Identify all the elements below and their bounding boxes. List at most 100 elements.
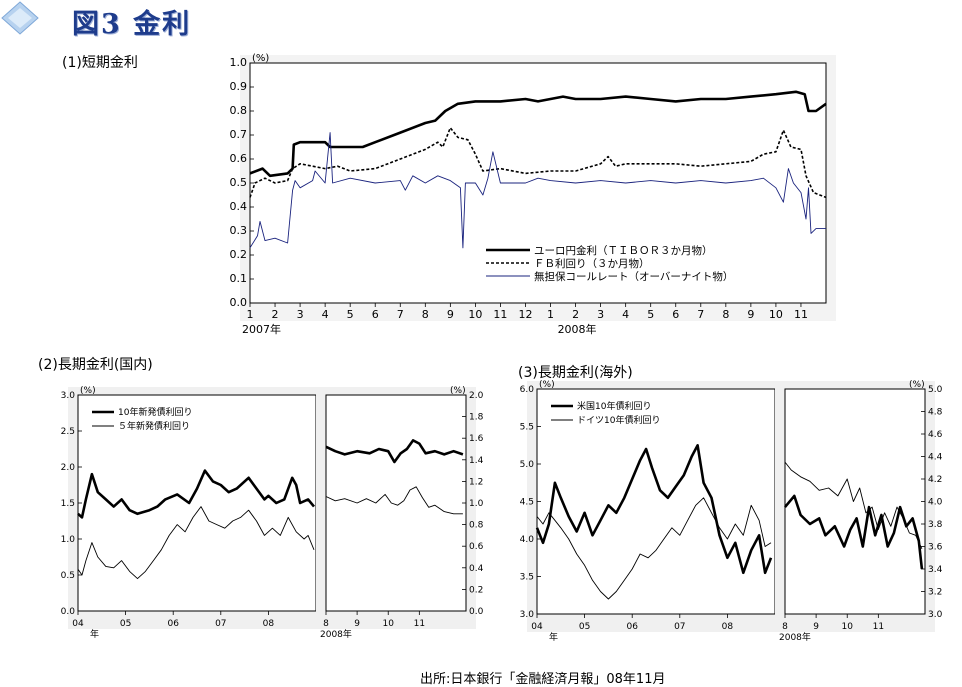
overseas-chart-right-year-label: 2008年 bbox=[779, 631, 811, 643]
overseas-chart-right-frame bbox=[784, 388, 926, 615]
short-chart-xtick-label: 5 bbox=[347, 308, 354, 321]
domestic-chart-right-ytick-label: 1.0 bbox=[469, 499, 484, 509]
domestic-chart-left-series-line bbox=[77, 469, 316, 519]
domestic-chart-right-ytick-label: 1.8 bbox=[469, 413, 484, 423]
short-chart-ytick-label: 0.1 bbox=[230, 272, 248, 285]
short-chart-xtick-label: 6 bbox=[372, 308, 379, 321]
domestic-chart-legend-label: ５年新発債利回り bbox=[118, 420, 190, 432]
domestic-chart-legend-label: 10年新発債利回り bbox=[118, 406, 192, 418]
overseas-chart-right-ytick-label: 3.6 bbox=[928, 543, 943, 553]
domestic-chart-left-xtick-label: 05 bbox=[120, 619, 131, 629]
short-chart-xtick-label: 11 bbox=[794, 308, 808, 321]
domestic-chart-right-series-line bbox=[325, 439, 464, 464]
domestic-chart-left-xtick-label: 07 bbox=[215, 619, 226, 629]
domestic-chart-left-ytick-label: 3.0 bbox=[61, 391, 76, 401]
domestic-chart-left-ytick-label: 2.0 bbox=[61, 463, 76, 473]
domestic-chart-right-ytick-label: 0.6 bbox=[469, 542, 484, 552]
overseas-chart-left-series-line bbox=[536, 497, 772, 600]
domestic-chart-right-year-label: 2008年 bbox=[320, 628, 352, 640]
overseas-chart-right-ytick-label: 4.6 bbox=[928, 430, 943, 440]
short-chart-xtick-label: 2 bbox=[572, 308, 579, 321]
domestic-chart-left-year-label: 年 bbox=[90, 628, 99, 640]
overseas-chart-left-ytick-label: 3.0 bbox=[520, 610, 535, 620]
short-chart-ytick-label: 0.6 bbox=[230, 152, 248, 165]
domestic-chart-right-ytick-label: 0.8 bbox=[469, 521, 484, 531]
overseas-chart-left-xtick-label: 06 bbox=[626, 622, 638, 632]
short-chart-ytick-label: 0.8 bbox=[230, 104, 248, 117]
overseas-chart-right-ytick-label: 4.4 bbox=[928, 453, 943, 463]
overseas-chart-right-unit: (%) bbox=[909, 380, 925, 390]
short-chart-series-line bbox=[249, 132, 826, 249]
domestic-chart-left-unit: (%) bbox=[80, 386, 96, 396]
overseas-chart-right-ytick-label: 3.4 bbox=[928, 565, 943, 575]
domestic-chart-right-xtick-label: 11 bbox=[414, 619, 425, 629]
domestic-chart-left-ytick-label: 2.5 bbox=[61, 427, 75, 437]
domestic-chart-left-series-line bbox=[77, 506, 315, 580]
short-chart-xtick-label: 1 bbox=[247, 308, 254, 321]
domestic-chart-right-ytick-label: 0.0 bbox=[469, 607, 484, 617]
overseas-chart-left-ytick-label: 6.0 bbox=[520, 385, 535, 395]
overseas-chart-right-xtick-label: 10 bbox=[841, 622, 853, 632]
short-chart-xtick-label: 3 bbox=[597, 308, 604, 321]
overseas-chart-left-ytick-label: 4.0 bbox=[520, 535, 535, 545]
domestic-chart-left-xtick-label: 08 bbox=[263, 619, 275, 629]
short-chart-legend-label: ＦＢ利回り（３か月物） bbox=[534, 257, 650, 270]
short-chart-xtick-label: 1 bbox=[547, 308, 554, 321]
overseas-chart-left-xtick-label: 07 bbox=[674, 622, 685, 632]
short-chart-unit: (%) bbox=[252, 53, 269, 64]
overseas-chart-legend-label: 米国10年債利回り bbox=[577, 400, 651, 412]
short-chart-ytick-label: 0.9 bbox=[230, 80, 248, 93]
short-chart-xtick-label: 7 bbox=[397, 308, 404, 321]
short-chart-xtick-label: 4 bbox=[322, 308, 329, 321]
short-chart-xtick-label: 7 bbox=[697, 308, 704, 321]
overseas-chart-right-xtick-label: 11 bbox=[873, 622, 884, 632]
overseas-chart-left-xtick-label: 04 bbox=[531, 622, 543, 632]
page-title: 図3 金利 bbox=[72, 9, 192, 40]
short-chart-ytick-label: 0.5 bbox=[230, 176, 248, 189]
short-chart-legend-label: 無担保コールレート（オーバーナイト物） bbox=[534, 270, 733, 283]
domestic-chart-right-unit: (%) bbox=[450, 386, 466, 396]
domestic-chart-right-ytick-label: 1.6 bbox=[469, 434, 484, 444]
short-chart-xtick-label: 5 bbox=[647, 308, 654, 321]
domestic-chart-right-xtick-label: 8 bbox=[323, 619, 329, 629]
short-chart-ytick-label: 0.7 bbox=[230, 128, 248, 141]
short-chart-xtick-label: 10 bbox=[468, 308, 482, 321]
domestic-chart-left-frame bbox=[77, 394, 317, 612]
short-chart-ytick-label: 0.3 bbox=[230, 224, 248, 237]
short-chart-xtick-label: 9 bbox=[447, 308, 454, 321]
short-chart-legend-label: ユーロ円金利（ＴＩＢＯＲ３か月物） bbox=[534, 244, 713, 257]
short-chart-ytick-label: 0.2 bbox=[230, 248, 248, 261]
short-chart-xtick-label: 2 bbox=[272, 308, 279, 321]
domestic-chart-right-ytick-label: 2.0 bbox=[469, 391, 484, 401]
domestic-chart-right-xtick-label: 10 bbox=[382, 619, 394, 629]
overseas-chart-right-ytick-label: 3.8 bbox=[928, 520, 943, 530]
short-chart-year-label: 2008年 bbox=[558, 322, 597, 336]
domestic-chart-right-ytick-label: 0.4 bbox=[469, 564, 484, 574]
short-chart-xtick-label: 4 bbox=[622, 308, 629, 321]
overseas-chart-right-series-line bbox=[784, 461, 923, 549]
short-chart-year-label: 2007年 bbox=[242, 322, 281, 336]
domestic-chart-left-xtick-label: 06 bbox=[167, 619, 179, 629]
domestic-chart-right-xtick-label: 9 bbox=[354, 619, 360, 629]
short-chart-xtick-label: 8 bbox=[422, 308, 429, 321]
overseas-chart-right-ytick-label: 3.2 bbox=[928, 588, 942, 598]
short-chart-series-line bbox=[249, 90, 827, 178]
short-chart-xtick-label: 6 bbox=[672, 308, 679, 321]
domestic-chart-right-series-line bbox=[325, 486, 463, 515]
overseas-chart-left-ytick-label: 4.5 bbox=[520, 498, 534, 508]
overseas-chart-left-ytick-label: 5.0 bbox=[520, 460, 535, 470]
domestic-chart-left-ytick-label: 0.0 bbox=[61, 607, 76, 617]
domestic-chart-right-ytick-label: 1.4 bbox=[469, 456, 484, 466]
short-chart-xtick-label: 8 bbox=[722, 308, 729, 321]
domestic-chart-right-ytick-label: 1.2 bbox=[469, 477, 483, 487]
section-label-short: (1)短期金利 bbox=[62, 55, 138, 71]
domestic-chart-left-xtick-label: 04 bbox=[72, 619, 84, 629]
overseas-chart-right-xtick-label: 8 bbox=[782, 622, 788, 632]
overseas-chart-right-ytick-label: 4.0 bbox=[928, 498, 943, 508]
overseas-chart-left-ytick-label: 5.5 bbox=[520, 423, 534, 433]
section-label-overseas: (3)長期金利(海外) bbox=[518, 365, 633, 381]
short-chart-xtick-label: 9 bbox=[747, 308, 754, 321]
overseas-chart-left-xtick-label: 05 bbox=[579, 622, 590, 632]
domestic-chart-left-ytick-label: 1.5 bbox=[61, 499, 75, 509]
